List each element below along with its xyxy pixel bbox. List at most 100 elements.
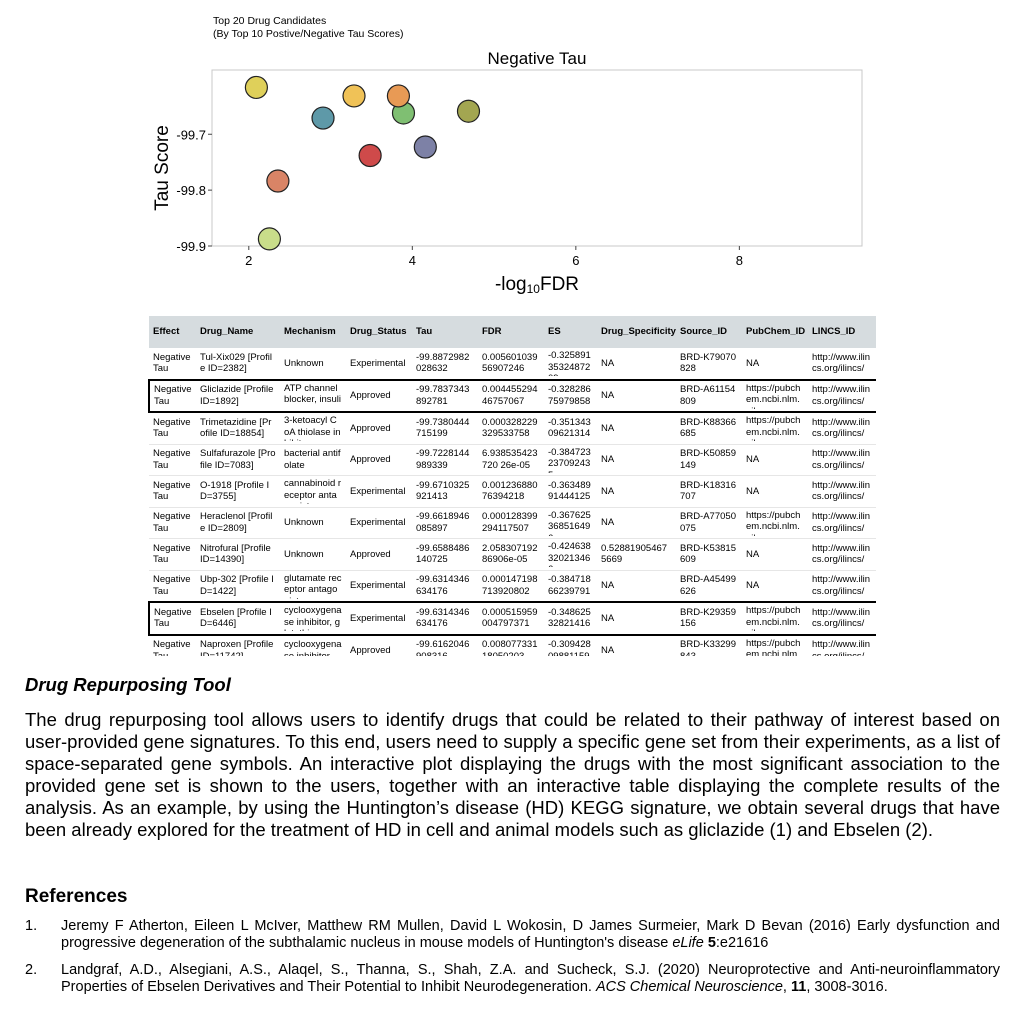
table-row[interactable]: Negative Tau Ubp-302 [Profile ID=1422] glu… — [149, 570, 876, 603]
table-cell-text: -99.6314346634176 — [416, 606, 470, 630]
table-cell: Negative Tau — [149, 475, 196, 508]
table-cell: Trimetazidine [Profile ID=18854] — [196, 412, 280, 445]
table-cell-text: -0.30942809881159 — [548, 639, 591, 656]
table-cell: Negative Tau — [149, 538, 196, 571]
reference-pages: , 3008-3016. — [806, 979, 888, 995]
table-cell: Experimental — [346, 475, 412, 508]
table-cell-text: NA — [746, 580, 760, 591]
table-cell-text: https://pubchem.ncbi.nlm.nih.gov — [746, 509, 801, 536]
y-axis-label: Tau Score — [152, 125, 173, 211]
table-cell-text: BRD-K29359156 — [680, 606, 736, 630]
tau-scatter-chart[interactable]: Negative Tau 2 4 6 8 -99.7 -99.8 -99.9 -log10FDR… — [0, 0, 1024, 300]
table-cell: -99.6710325921413 — [412, 475, 478, 508]
references-title: References — [25, 886, 128, 907]
table-row[interactable]: Negative Tau Nitrofural [Profile ID=14390… — [149, 538, 876, 571]
table-cell-text: Nitrofural [Profile ID=14390] — [200, 542, 271, 566]
column-header[interactable]: PubChem_ID — [742, 316, 808, 348]
column-header[interactable]: Tau — [412, 316, 478, 348]
data-point[interactable] — [456, 99, 481, 123]
table-cell-text: BRD-A61154809 — [680, 384, 736, 407]
table-cell-text: NA — [746, 454, 760, 465]
table-cell: BRD-K50859149 — [676, 444, 742, 476]
table-cell: http://www.ilincs.org/ilincs/ — [808, 348, 876, 380]
table-cell: 0.528819054675669 — [597, 538, 676, 571]
table-cell-text: http://www.ilincs.org/ilincs/ — [812, 606, 871, 630]
table-cell-text: Approved — [350, 454, 391, 465]
data-point[interactable] — [257, 227, 281, 251]
table-cell: Nitrofural [Profile ID=14390] — [196, 538, 280, 571]
table-cell-text: BRD-K79070828 — [680, 351, 736, 375]
table-cell-text: Negative Tau — [153, 479, 191, 503]
table-cell: O-1918 [Profile ID=3755] — [196, 475, 280, 508]
table-cell: BRD-A77050075 — [676, 507, 742, 539]
table-cell: http://www.ilincs.org/ilincs/ — [808, 601, 876, 636]
table-row[interactable]: Negative Tau O-1918 [Profile ID=3755] cann… — [149, 475, 876, 508]
table-cell-text: Unknown — [284, 548, 324, 560]
column-header[interactable]: Drug_Status — [346, 316, 412, 348]
table-cell: -99.8872982028632 — [412, 348, 478, 380]
table-cell: cyclooxygenase inhibitor, glutathione — [280, 601, 346, 636]
column-header[interactable]: Drug_Name — [196, 316, 280, 348]
figure-heading: Top 20 Drug Candidates (By Top 10 Postiv… — [213, 15, 403, 41]
column-header[interactable]: Drug_Specificity — [597, 316, 676, 348]
column-header[interactable]: LINCS_ID — [808, 316, 876, 348]
table-cell-text: -0.38471866239791 — [548, 574, 591, 597]
data-point[interactable] — [386, 84, 411, 108]
table-row[interactable]: Negative Tau Gliclazide [Profile ID=1892]… — [148, 378, 876, 413]
column-header[interactable]: Mechanism — [280, 316, 346, 348]
table-cell-text: BRD-K88366685 — [680, 416, 736, 440]
table-cell: Unknown — [280, 507, 346, 539]
table-cell: -99.6162046908316 — [412, 634, 478, 656]
table-cell: bacterial antifolate — [280, 444, 346, 476]
table-cell: Approved — [346, 634, 412, 656]
table-cell: Experimental — [346, 507, 412, 539]
table-cell-text: http://www.ilincs.org/ilincs/ — [812, 574, 871, 597]
table-row[interactable]: Negative Tau Naproxen [Profile ID=11742] c… — [149, 634, 876, 656]
data-point[interactable] — [266, 169, 290, 193]
data-point[interactable] — [358, 143, 382, 168]
table-cell-text: -99.8872982028632 — [416, 351, 470, 375]
table-cell: 0.00123688076394218 — [478, 475, 544, 508]
reference-journal: ACS Chemical Neuroscience — [595, 979, 783, 995]
table-cell: NA — [597, 634, 676, 656]
table-cell-text: Experimental — [350, 485, 406, 497]
column-header[interactable]: FDR — [478, 316, 544, 348]
references-list: 1. Jeremy F Atherton, Eileen L McIver, M… — [25, 918, 1000, 1006]
x-axis-label-prefix: -log — [495, 274, 527, 295]
column-header[interactable]: Source_ID — [676, 316, 742, 348]
table-cell-text: 0.00807733118050203 — [482, 639, 538, 656]
results-table-container[interactable]: Effect Drug_Name Mechanism Drug_Status Tau FD… — [148, 316, 876, 656]
table-cell-text: Heraclenol [Profile ID=2809] — [200, 511, 273, 534]
column-header[interactable]: Effect — [149, 316, 196, 348]
table-cell: -99.6588486140725 — [412, 538, 478, 571]
table-cell-text: Ubp-302 [Profile ID=1422] — [200, 574, 274, 597]
table-cell-text: Negative Tau — [153, 416, 191, 440]
table-cell: Negative Tau — [149, 634, 196, 656]
table-row[interactable]: Negative Tau Heraclenol [Profile ID=2809]… — [149, 507, 876, 539]
table-cell: ATP channel blocker, insulin — [280, 378, 346, 413]
table-row[interactable]: Negative Tau Trimetazidine [Profile ID=18… — [149, 412, 876, 445]
table-cell-text: https://pubchem.ncbi.nlm.nih.gov — [746, 415, 801, 441]
table-row[interactable]: Negative Tau Ebselen [Profile ID=6446] cyc… — [148, 601, 876, 636]
table-cell-text: NA — [601, 390, 615, 401]
data-point[interactable] — [413, 135, 437, 159]
table-cell-text: -0.424638320213466 — [548, 541, 591, 567]
table-cell-text: Naproxen [Profile ID=11742] — [200, 639, 274, 656]
x-tick-label: 4 — [409, 253, 416, 268]
data-point[interactable] — [311, 106, 335, 130]
table-cell-text: cyclooxygenase inhibitor — [284, 639, 342, 656]
data-point[interactable] — [342, 84, 366, 108]
table-cell: Ubp-302 [Profile ID=1422] — [196, 570, 280, 603]
table-cell-text: NA — [601, 645, 615, 656]
table-row[interactable]: Negative Tau Sulfafurazole [Profile ID=70… — [149, 444, 876, 476]
table-cell: 0.000328229329533758 — [478, 412, 544, 445]
table-cell: 0.00807733118050203 — [478, 634, 544, 656]
data-point[interactable] — [244, 75, 268, 100]
table-cell-text: Experimental — [350, 517, 406, 528]
table-cell: http://www.ilincs.org/ilincs/ — [808, 444, 876, 476]
table-cell: Negative Tau — [148, 601, 196, 636]
table-row[interactable]: Negative Tau Tul-Xix029 [Profile ID=2382]… — [149, 348, 876, 380]
column-header[interactable]: ES — [544, 316, 597, 348]
table-cell-text: Negative Tau — [153, 639, 191, 656]
table-cell-text: O-1918 [Profile ID=3755] — [200, 479, 270, 503]
